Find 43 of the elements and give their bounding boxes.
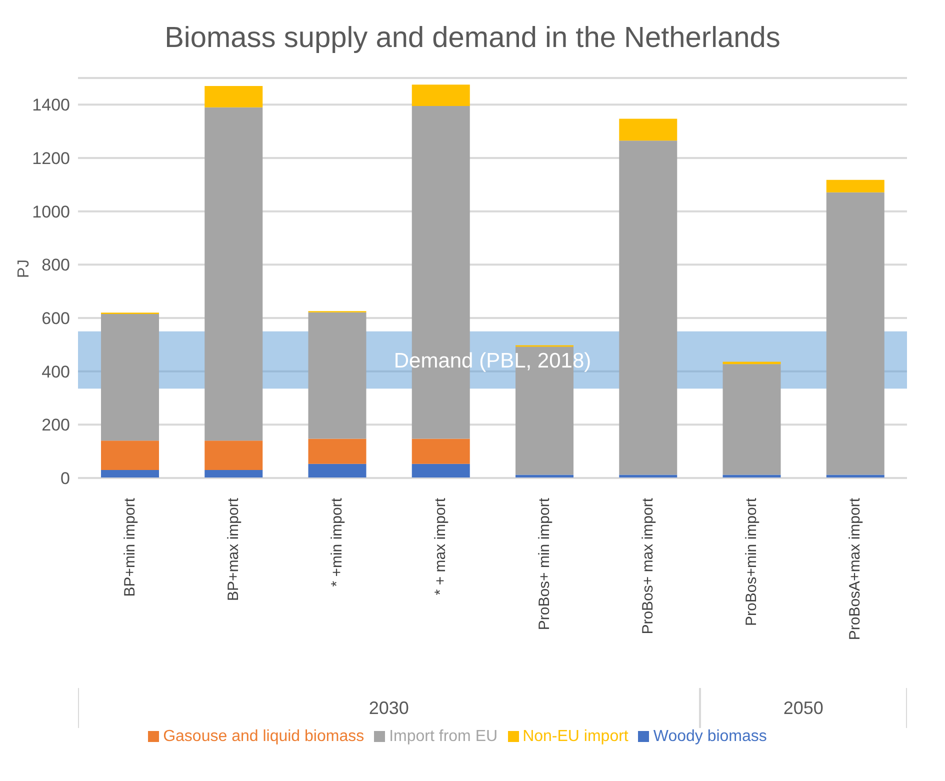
y-tick-label: 600 — [42, 309, 70, 328]
bar — [204, 107, 263, 441]
bar — [101, 314, 159, 441]
bar — [308, 438, 366, 464]
y-tick-label: 400 — [42, 362, 70, 382]
legend-label: Woody biomass — [653, 728, 767, 745]
bar — [101, 470, 159, 478]
x-tick-label: ProBos+ min import — [536, 497, 553, 630]
y-tick-label: 1200 — [32, 149, 70, 168]
bar — [204, 440, 263, 470]
x-tick-label: ProBos+min import — [743, 497, 760, 626]
bar — [101, 440, 159, 470]
x-tick-label: BP+max import — [224, 497, 242, 601]
bar — [619, 118, 678, 141]
chart-title: Biomass supply and demand in the Netherlands — [164, 22, 782, 55]
bar — [412, 464, 470, 478]
x-tick-label: BP+min import — [121, 497, 138, 597]
bar — [722, 364, 781, 475]
y-tick-label: 1000 — [32, 202, 70, 222]
bar — [826, 192, 884, 475]
x-tick-label: ProBosA+max import — [846, 497, 864, 640]
bar — [412, 438, 470, 464]
text: 2050 — [700, 688, 907, 728]
bar — [308, 312, 366, 439]
y-tick-label: 800 — [42, 256, 70, 275]
legend-label: Gasouse and liquid biomass — [163, 728, 364, 745]
y-tick-label: 0 — [60, 469, 70, 488]
x-tick-label: * + max import — [432, 497, 450, 596]
y-tick-label: 1400 — [32, 96, 70, 115]
text: 2030 — [78, 688, 700, 728]
x-tick-label: ProBos+ max import — [639, 497, 656, 634]
legend-label: Import from EU — [389, 728, 498, 745]
bar — [619, 140, 678, 475]
x-tick-label: * +min import — [328, 497, 346, 587]
bar — [826, 180, 884, 192]
bar — [204, 470, 263, 478]
bar — [412, 84, 470, 106]
bar — [722, 362, 781, 364]
y-axis-title: PJ — [16, 259, 33, 278]
y-tick-label: 200 — [42, 416, 70, 435]
bar — [204, 86, 263, 108]
legend-label: Non-EU import — [522, 728, 628, 745]
bar — [308, 464, 366, 478]
